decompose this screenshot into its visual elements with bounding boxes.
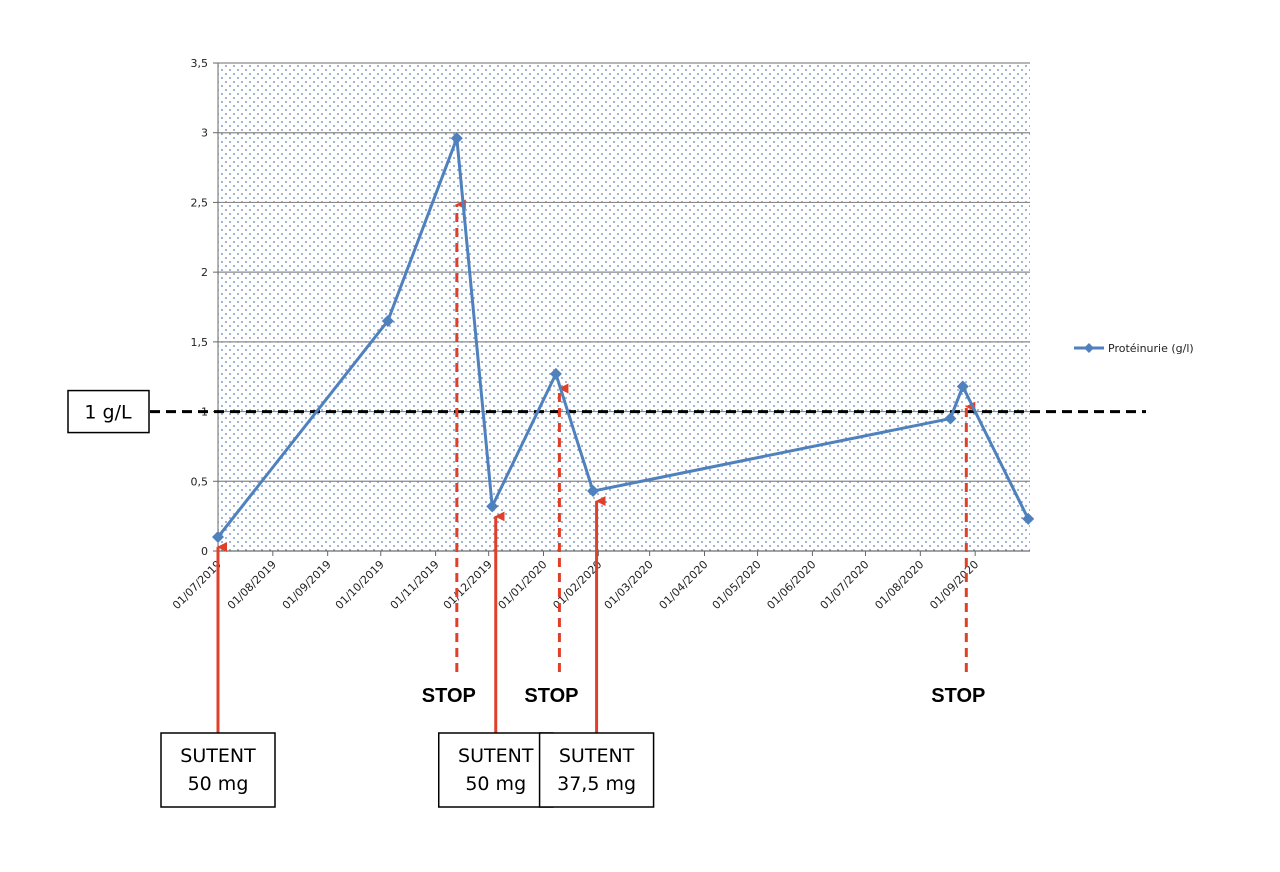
- data-point: [587, 485, 600, 498]
- y-tick-label: 0: [201, 545, 208, 558]
- data-point: [450, 132, 463, 145]
- x-tick-label: 01/08/2020: [872, 558, 926, 612]
- x-tick-label: 01/10/2019: [333, 558, 387, 612]
- data-point: [956, 380, 969, 393]
- y-tick-label: 3: [201, 127, 208, 140]
- y-tick-label: 0,5: [191, 475, 209, 488]
- y-tick-label: 2: [201, 266, 208, 279]
- data-point: [212, 531, 224, 544]
- legend-label: Protéinurie (g/l): [1108, 342, 1194, 355]
- stop-label: STOP: [524, 685, 578, 707]
- start-box-text: SUTENT: [180, 745, 256, 767]
- stop-label: STOP: [931, 685, 985, 707]
- annotations: SUTENT 50 mg STOP SUTENT 50 mg STOP SUTENT 37,5…: [160, 199, 985, 808]
- reference-line-label-box: [67, 389, 150, 434]
- y-axis: 00,511,522,533,5: [191, 57, 219, 558]
- start-box: [538, 732, 655, 808]
- y-tick-label: 1,5: [191, 336, 209, 349]
- reference-line-label: 1 g/L: [84, 402, 132, 424]
- plot-area: [218, 63, 1030, 551]
- x-tick-label: 01/09/2020: [927, 558, 981, 612]
- x-tick-label: 01/07/2020: [818, 558, 872, 612]
- series-layer: [212, 132, 1035, 544]
- start-box-text: 37,5 mg: [557, 773, 636, 795]
- start-box-text: SUTENT: [458, 745, 534, 767]
- data-point: [944, 412, 957, 425]
- start-box-text: 50 mg: [465, 773, 526, 795]
- start-box-text: SUTENT: [559, 745, 635, 767]
- x-tick-label: 01/04/2020: [657, 558, 711, 612]
- x-tick-label: 01/09/2019: [280, 558, 334, 612]
- start-box: [437, 732, 554, 808]
- data-point: [486, 500, 499, 513]
- data-point: [381, 314, 394, 327]
- x-tick-label: 01/08/2019: [225, 558, 279, 612]
- x-tick-label: 01/01/2020: [496, 558, 550, 612]
- x-tick-label: 01/11/2019: [388, 558, 442, 612]
- x-tick-label: 01/12/2019: [441, 558, 495, 612]
- x-axis: 01/07/2019 01/08/2019 01/09/2019 01/10/2019…: [170, 550, 1030, 612]
- y-tick-label: 3,5: [191, 57, 209, 70]
- stop-label: STOP: [422, 685, 476, 707]
- data-point: [549, 367, 562, 380]
- x-tick-label: 01/03/2020: [602, 558, 656, 612]
- x-tick-label: 01/05/2020: [710, 558, 764, 612]
- y-tick-label: 2,5: [191, 196, 209, 209]
- data-point: [1022, 512, 1035, 525]
- legend: Protéinurie (g/l): [1074, 342, 1194, 355]
- x-tick-label: 01/06/2020: [764, 558, 818, 612]
- start-box: [160, 732, 276, 808]
- legend-marker: [1084, 343, 1094, 353]
- x-tick-label: 01/07/2019: [170, 558, 224, 612]
- start-box-text: 50 mg: [188, 773, 249, 795]
